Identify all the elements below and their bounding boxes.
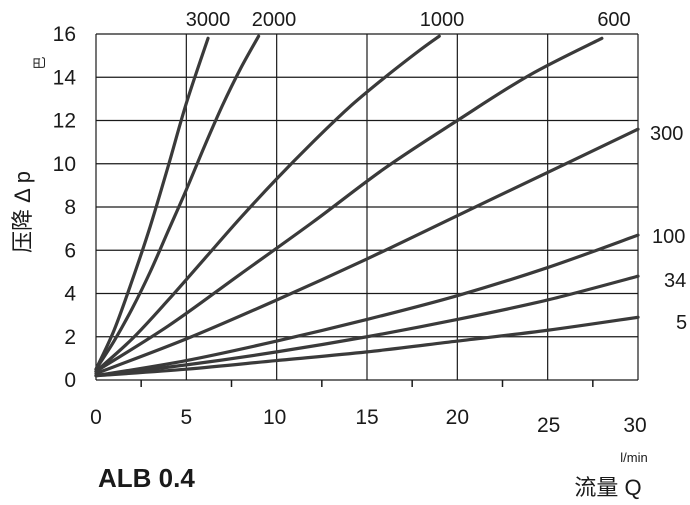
x-tick-label: 10 bbox=[263, 406, 286, 429]
y-tick-label: 14 bbox=[53, 66, 77, 89]
y-tick-label: 0 bbox=[64, 369, 76, 392]
x-unit-label: l/min bbox=[620, 450, 647, 465]
series-line-34 bbox=[94, 274, 640, 378]
series-label-1000: 1000 bbox=[420, 9, 465, 31]
y-tick-label: 12 bbox=[53, 110, 76, 133]
series-line-300 bbox=[94, 127, 640, 376]
series-labels: 3000 2000 1000 600 300 100 34 5 bbox=[186, 9, 687, 334]
x-tick-label: 30 bbox=[623, 414, 646, 437]
series-line-2000 bbox=[94, 34, 261, 371]
series-label-600: 600 bbox=[597, 9, 630, 31]
y-tick-label: 2 bbox=[64, 326, 76, 349]
x-tick-label: 25 bbox=[537, 414, 560, 437]
x-tick-label: 5 bbox=[180, 406, 192, 429]
x-tick-label: 15 bbox=[355, 406, 378, 429]
y-unit-label: 巴 bbox=[32, 56, 47, 69]
chart-title: ALB 0.4 bbox=[98, 463, 195, 493]
series-line-3000 bbox=[94, 36, 210, 371]
x-tick-label: 0 bbox=[90, 406, 102, 429]
series-label-3000: 3000 bbox=[186, 9, 231, 31]
series-line-100 bbox=[94, 233, 640, 378]
tick-labels: 0 2 4 6 8 10 12 14 16 0 5 10 15 20 25 30 bbox=[53, 23, 647, 437]
series-line-600 bbox=[94, 36, 604, 373]
series-label-2000: 2000 bbox=[252, 9, 297, 31]
y-tick-label: 16 bbox=[53, 23, 76, 46]
series-label-5: 5 bbox=[676, 312, 687, 334]
series-line-5 bbox=[94, 315, 640, 378]
y-tick-label: 8 bbox=[64, 196, 76, 219]
x-tick-label: 20 bbox=[446, 406, 469, 429]
y-axis-title: 压降 Δ p bbox=[10, 171, 35, 253]
y-tick-label: 6 bbox=[64, 239, 76, 262]
y-tick-label: 4 bbox=[64, 283, 76, 306]
x-axis-title: 流量 Q bbox=[574, 475, 641, 500]
series-label-34: 34 bbox=[664, 270, 686, 292]
series-line-1000 bbox=[94, 34, 441, 373]
curves bbox=[94, 34, 640, 378]
series-label-100: 100 bbox=[652, 226, 685, 248]
series-label-300: 300 bbox=[650, 123, 683, 145]
y-tick-label: 10 bbox=[53, 153, 76, 176]
